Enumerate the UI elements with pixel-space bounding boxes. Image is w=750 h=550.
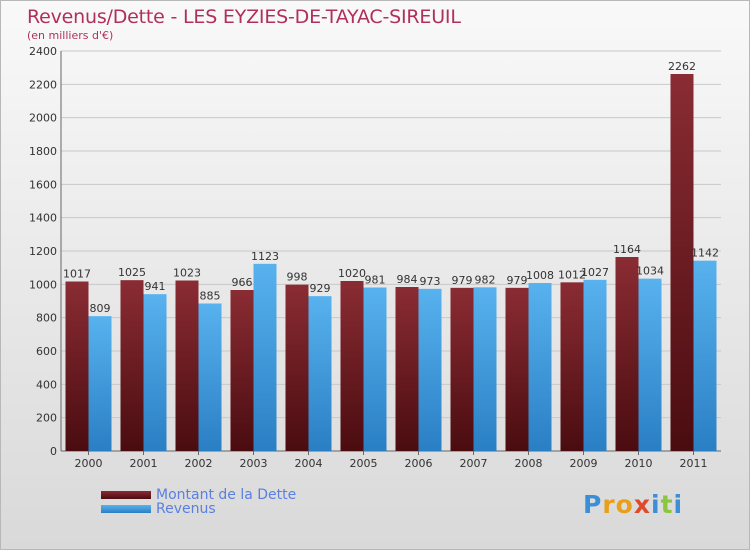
data-label: 998 (287, 271, 308, 284)
bar-dette (230, 290, 254, 451)
data-label: 885 (200, 290, 221, 303)
data-label: 979 (452, 274, 473, 287)
proxiti-logo: Proxiti (583, 490, 683, 519)
data-label: 981 (365, 274, 386, 287)
bar-dette (340, 281, 364, 451)
data-label: 982 (475, 273, 496, 286)
logo-letter: t (660, 490, 674, 519)
y-tick-label: 1400 (29, 212, 57, 225)
data-label: 1020 (338, 267, 366, 280)
legend-swatch-revenus (101, 505, 151, 513)
bar-revenus (363, 287, 387, 451)
x-tick-label: 2010 (625, 457, 653, 470)
data-label: 984 (397, 273, 418, 286)
x-tick-label: 2004 (295, 457, 323, 470)
x-tick-label: 2006 (405, 457, 433, 470)
x-tick-label: 2011 (680, 457, 708, 470)
data-label: 809 (90, 302, 111, 315)
y-tick-label: 0 (50, 445, 57, 458)
x-tick-label: 2002 (185, 457, 213, 470)
logo-letter: i (651, 490, 661, 519)
y-tick-label: 2200 (29, 78, 57, 91)
data-label: 1017 (63, 268, 91, 281)
bar-dette (560, 282, 584, 451)
bar-revenus (143, 294, 167, 451)
data-label: 1027 (581, 266, 609, 279)
x-tick-label: 2003 (240, 457, 268, 470)
y-tick-label: 600 (36, 345, 57, 358)
y-tick-label: 800 (36, 312, 57, 325)
bar-dette (285, 284, 309, 451)
data-label: 1164 (613, 243, 641, 256)
y-tick-label: 2400 (29, 45, 57, 58)
data-label: 1025 (118, 266, 146, 279)
bar-dette (65, 281, 89, 451)
y-tick-label: 2000 (29, 112, 57, 125)
data-label: 1034 (636, 265, 664, 278)
data-label: 979 (507, 274, 528, 287)
bar-revenus (638, 278, 662, 451)
data-label: 1023 (173, 267, 201, 280)
x-tick-label: 2007 (460, 457, 488, 470)
bar-dette (120, 280, 144, 451)
bar-dette (450, 287, 474, 451)
bar-revenus (693, 260, 717, 451)
x-tick-label: 2008 (515, 457, 543, 470)
bar-revenus (253, 263, 277, 451)
y-tick-label: 1200 (29, 245, 57, 258)
data-label: 2262 (668, 60, 696, 73)
y-tick-label: 1000 (29, 278, 57, 291)
x-tick-label: 2000 (75, 457, 103, 470)
legend-label-revenus: Revenus (156, 501, 216, 517)
bar-dette (615, 257, 639, 451)
data-label: 941 (145, 280, 166, 293)
legend-swatch-dette (101, 491, 151, 499)
bar-dette (670, 74, 694, 451)
data-label: 929 (310, 282, 331, 295)
bar-dette (175, 280, 199, 451)
bar-revenus (583, 279, 607, 451)
y-tick-label: 200 (36, 412, 57, 425)
logo-letter: i (673, 490, 684, 519)
logo-letter: P (583, 490, 603, 519)
bar-revenus (528, 283, 552, 451)
legend-label-dette: Montant de la Dette (156, 487, 297, 503)
x-tick-label: 2001 (130, 457, 158, 470)
data-label: 973 (420, 275, 441, 288)
logo-letter: o (615, 490, 634, 519)
logo-letter: x (633, 490, 651, 519)
data-label: 1123 (251, 250, 279, 263)
bar-revenus (88, 316, 112, 451)
data-label: 966 (232, 276, 253, 289)
y-tick-label: 400 (36, 378, 57, 391)
chart-subtitle: (en milliers d'€) (27, 29, 114, 42)
y-tick-label: 1800 (29, 145, 57, 158)
y-tick-label: 1600 (29, 178, 57, 191)
chart-title: Revenus/Dette - LES EYZIES-DE-TAYAC-SIRE… (27, 6, 461, 28)
bar-revenus (198, 303, 222, 451)
data-label: 1012 (558, 268, 586, 281)
bar-revenus (308, 296, 332, 451)
data-label: 1008 (526, 269, 554, 282)
x-tick-label: 2009 (570, 457, 598, 470)
bar-dette (505, 287, 529, 451)
logo-letter: r (602, 490, 616, 519)
bar-revenus (473, 287, 497, 451)
bar-dette (395, 287, 419, 451)
data-label: 1142 (691, 247, 719, 260)
bar-revenus (418, 288, 442, 451)
x-tick-label: 2005 (350, 457, 378, 470)
